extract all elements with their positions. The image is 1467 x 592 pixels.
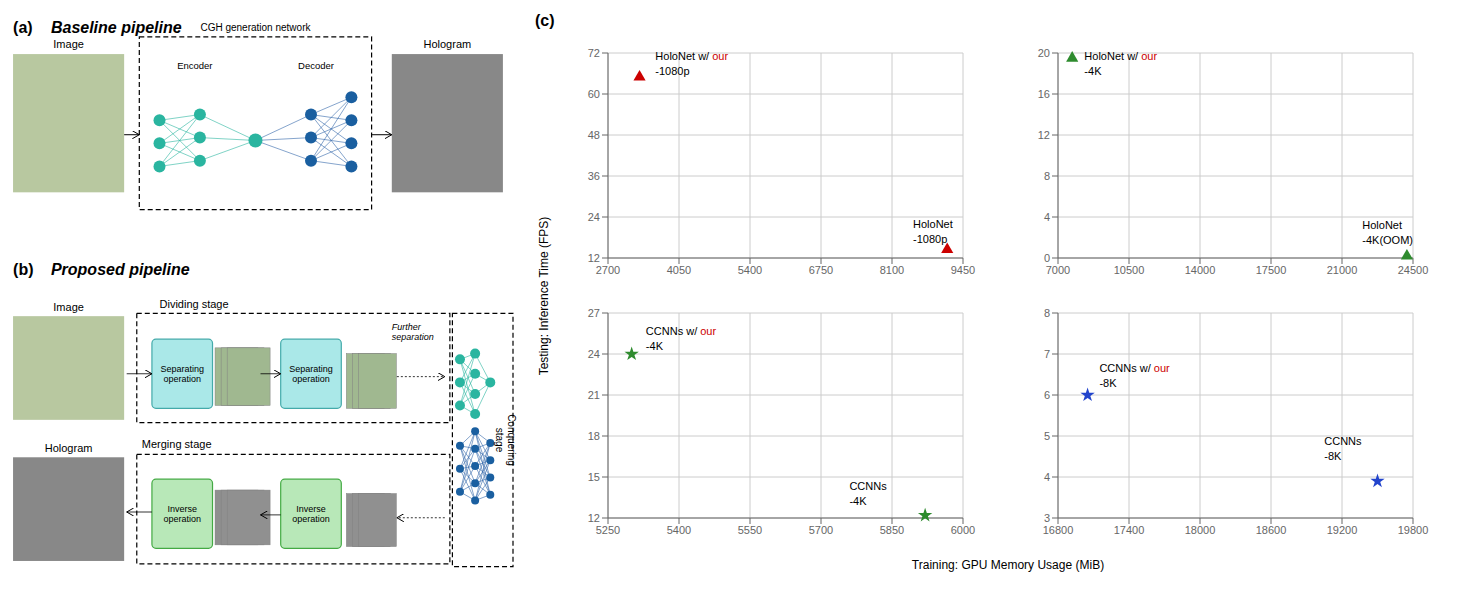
svg-text:16800: 16800 <box>1043 524 1074 536</box>
svg-text:-1080p: -1080p <box>913 233 947 245</box>
svg-text:-4K: -4K <box>646 340 664 352</box>
svg-text:12: 12 <box>588 512 600 524</box>
svg-text:Conqueringstage: Conqueringstage <box>494 414 517 466</box>
svg-text:Separatingoperation: Separatingoperation <box>289 364 333 384</box>
svg-text:Proposed pipeline: Proposed pipeline <box>51 261 190 278</box>
svg-text:Image: Image <box>53 38 84 50</box>
svg-text:8100: 8100 <box>880 264 904 276</box>
svg-text:Image: Image <box>53 301 84 313</box>
svg-text:5: 5 <box>1044 430 1050 442</box>
svg-text:HoloNet w/ our: HoloNet w/ our <box>655 50 728 62</box>
svg-text:8: 8 <box>1044 307 1050 319</box>
svg-text:7: 7 <box>1044 348 1050 360</box>
svg-text:Merging stage: Merging stage <box>142 438 212 450</box>
svg-text:24: 24 <box>588 348 600 360</box>
svg-text:60: 60 <box>588 88 600 100</box>
svg-text:5850: 5850 <box>880 524 904 536</box>
svg-text:4: 4 <box>1044 471 1050 483</box>
svg-text:5700: 5700 <box>809 524 833 536</box>
svg-text:Hologram: Hologram <box>45 442 93 454</box>
svg-text:20: 20 <box>1038 47 1050 59</box>
svg-text:12: 12 <box>588 252 600 264</box>
svg-text:27: 27 <box>588 307 600 319</box>
svg-text:5400: 5400 <box>738 264 762 276</box>
svg-text:12: 12 <box>1038 129 1050 141</box>
svg-text:3: 3 <box>1044 512 1050 524</box>
svg-text:-8K: -8K <box>1324 450 1342 462</box>
svg-text:Inverseoperation: Inverseoperation <box>163 504 201 524</box>
svg-text:-4K: -4K <box>849 495 867 507</box>
svg-text:6750: 6750 <box>809 264 833 276</box>
svg-text:19200: 19200 <box>1327 524 1358 536</box>
svg-text:6000: 6000 <box>951 524 975 536</box>
svg-text:-4K: -4K <box>1084 65 1102 77</box>
svg-text:17400: 17400 <box>1114 524 1145 536</box>
svg-text:6: 6 <box>1044 389 1050 401</box>
svg-text:Inverseoperation: Inverseoperation <box>292 504 330 524</box>
svg-text:18600: 18600 <box>1256 524 1287 536</box>
svg-text:CCNNs: CCNNs <box>849 480 887 492</box>
svg-text:4: 4 <box>1044 211 1050 223</box>
svg-text:16: 16 <box>1038 88 1050 100</box>
svg-text:-4K(OOM): -4K(OOM) <box>1362 234 1413 246</box>
svg-text:2700: 2700 <box>596 264 620 276</box>
svg-text:10500: 10500 <box>1114 264 1145 276</box>
svg-text:-8K: -8K <box>1099 377 1117 389</box>
svg-text:18: 18 <box>588 430 600 442</box>
svg-text:24: 24 <box>588 211 600 223</box>
svg-text:CCNNs w/ our: CCNNs w/ our <box>646 325 717 337</box>
html-text:Testing: Inference Time (FPS): Testing: Inference Time (FPS) <box>537 216 551 376</box>
svg-text:HoloNet: HoloNet <box>913 218 953 230</box>
svg-text:(a): (a) <box>13 19 33 36</box>
html-text:(c): (c) <box>535 12 555 29</box>
svg-text:5550: 5550 <box>738 524 762 536</box>
svg-text:18000: 18000 <box>1185 524 1216 536</box>
svg-text:CGH generation network: CGH generation network <box>200 22 311 33</box>
svg-text:0: 0 <box>1044 252 1050 264</box>
svg-text:CCNNs w/ our: CCNNs w/ our <box>1099 362 1170 374</box>
svg-text:48: 48 <box>588 129 600 141</box>
html-text:Training: GPU Memory Usage (Mi: Training: GPU Memory Usage (MiB) <box>911 558 1105 572</box>
svg-text:72: 72 <box>588 47 600 59</box>
svg-text:36: 36 <box>588 170 600 182</box>
svg-text:HoloNet: HoloNet <box>1362 219 1402 231</box>
svg-text:(b): (b) <box>13 261 33 278</box>
svg-text:5400: 5400 <box>667 524 691 536</box>
svg-text:-1080p: -1080p <box>655 65 689 77</box>
svg-text:14000: 14000 <box>1185 264 1216 276</box>
svg-text:15: 15 <box>588 471 600 483</box>
svg-text:19800: 19800 <box>1398 524 1429 536</box>
svg-text:4050: 4050 <box>667 264 691 276</box>
svg-text:8: 8 <box>1044 170 1050 182</box>
svg-text:Baseline pipeline: Baseline pipeline <box>51 19 182 36</box>
svg-text:9450: 9450 <box>951 264 975 276</box>
svg-text:Dividing stage: Dividing stage <box>160 298 229 310</box>
svg-text:7000: 7000 <box>1046 264 1070 276</box>
svg-text:24500: 24500 <box>1398 264 1429 276</box>
svg-text:Hologram: Hologram <box>424 38 472 50</box>
svg-text:CCNNs: CCNNs <box>1324 435 1362 447</box>
svg-text:17500: 17500 <box>1256 264 1287 276</box>
svg-text:Separatingoperation: Separatingoperation <box>160 364 204 384</box>
svg-text:HoloNet w/ our: HoloNet w/ our <box>1084 50 1157 62</box>
svg-text:5250: 5250 <box>596 524 620 536</box>
svg-text:21: 21 <box>588 389 600 401</box>
svg-text:21000: 21000 <box>1327 264 1358 276</box>
svg-text:Decoder: Decoder <box>298 60 334 71</box>
svg-text:Furtherseparation: Furtherseparation <box>392 322 434 342</box>
svg-text:Encoder: Encoder <box>177 60 212 71</box>
